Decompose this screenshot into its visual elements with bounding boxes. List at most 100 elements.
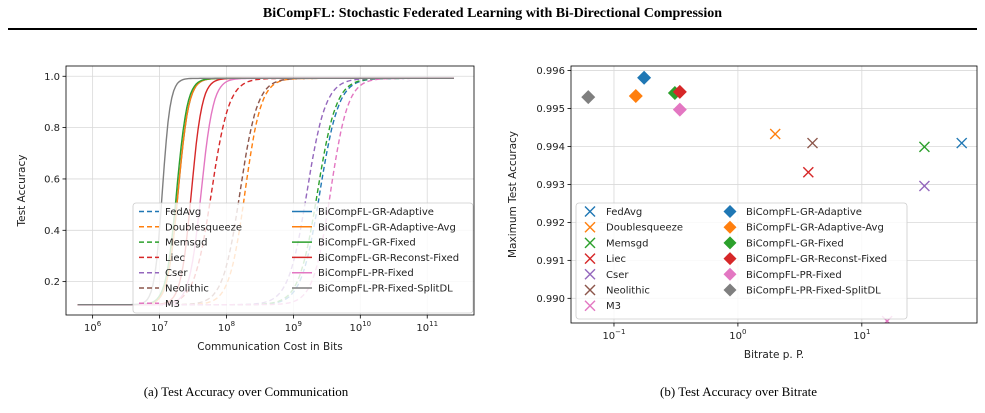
scatter-point bbox=[672, 84, 687, 99]
x-tick-label: 106 bbox=[84, 320, 102, 334]
legend-swatch bbox=[584, 253, 596, 265]
legend-label: Doublesqueeze bbox=[165, 222, 242, 233]
y-tick-label: 0.993 bbox=[536, 180, 565, 191]
scatter-point bbox=[637, 70, 652, 85]
scatter-point bbox=[581, 90, 596, 105]
legend-item: BiCompFL-GR-Adaptive-Avg bbox=[292, 222, 456, 233]
x-axis-label: Communication Cost in Bits bbox=[197, 341, 342, 353]
legend-swatch bbox=[584, 300, 596, 312]
legend-item: BiCompFL-GR-Adaptive bbox=[292, 207, 434, 218]
y-tick-label: 0.994 bbox=[536, 142, 565, 153]
legend: FedAvg Doublesqueeze Memsgd Liec Cser Neolith… bbox=[132, 202, 474, 314]
legend-label: FedAvg bbox=[606, 207, 642, 218]
legend-label: Cser bbox=[165, 268, 188, 279]
title-rule bbox=[8, 28, 977, 30]
legend-item: BiCompFL-GR-Fixed bbox=[292, 238, 416, 249]
scatter-point bbox=[918, 180, 930, 192]
legend-item: Cser bbox=[584, 268, 629, 281]
legend-box bbox=[575, 202, 908, 320]
legend-label: Memsgd bbox=[165, 238, 207, 249]
legend-item: BiCompFL-GR-Adaptive bbox=[723, 205, 862, 218]
axes-frame bbox=[570, 65, 978, 324]
legend-label: BiCompFL-GR-Adaptive-Avg bbox=[318, 222, 456, 233]
axes-frame bbox=[65, 65, 475, 316]
legend-label: BiCompFL-PR-Fixed-SplitDL bbox=[318, 284, 453, 295]
legend: FedAvg Doublesqueeze Memsgd Liec Cser Neolith… bbox=[575, 202, 908, 320]
legend-swatch bbox=[723, 220, 737, 234]
x-tick-label: 1010 bbox=[349, 320, 371, 334]
legend-item: FedAvg bbox=[139, 207, 201, 218]
y-tick-label: 0.991 bbox=[536, 256, 565, 267]
x-tick-label: 108 bbox=[218, 320, 235, 334]
legend-swatch bbox=[723, 267, 737, 281]
legend-item: M3 bbox=[584, 300, 621, 312]
x-tick-label: 109 bbox=[285, 320, 302, 334]
y-tick-label: 0.6 bbox=[44, 174, 60, 185]
legend-item: Neolithic bbox=[139, 284, 209, 295]
legend-item: BiCompFL-PR-Fixed bbox=[292, 268, 414, 279]
legend-label: Doublesqueeze bbox=[606, 223, 683, 234]
y-tick-label: 0.990 bbox=[536, 294, 565, 305]
legend-item: BiCompFL-PR-Fixed-SplitDL bbox=[723, 283, 881, 297]
caption-communication: (a) Test Accuracy over Communication bbox=[143, 384, 349, 399]
y-tick-label: 1.0 bbox=[44, 72, 60, 83]
legend-item: Doublesqueeze bbox=[584, 221, 683, 234]
legend-item: Liec bbox=[139, 253, 185, 264]
y-axis-label: Test Accuracy bbox=[16, 155, 28, 228]
legend-label: M3 bbox=[165, 299, 180, 310]
legend-label: BiCompFL-GR-Adaptive bbox=[746, 207, 862, 218]
legend-label: BiCompFL-GR-Reconst-Fixed bbox=[746, 254, 887, 265]
x-tick-label: 100 bbox=[729, 328, 746, 342]
legend-item: BiCompFL-GR-Reconst-Fixed bbox=[292, 253, 459, 264]
legend-item: BiCompFL-GR-Fixed bbox=[723, 236, 844, 250]
y-tick-label: 0.992 bbox=[536, 218, 565, 229]
x-tick-label: 101 bbox=[853, 328, 870, 342]
legend-swatch bbox=[723, 283, 737, 297]
y-tick-label: 0.996 bbox=[536, 66, 565, 77]
x-axis-label: Bitrate p. P. bbox=[744, 349, 804, 361]
legend-swatch bbox=[723, 252, 737, 266]
y-tick-label: 0.8 bbox=[44, 123, 60, 134]
y-tick-label: 0.4 bbox=[44, 226, 60, 237]
scatter-point bbox=[918, 141, 930, 153]
legend-label: BiCompFL-GR-Reconst-Fixed bbox=[318, 253, 459, 264]
legend-item: BiCompFL-PR-Fixed-SplitDL bbox=[292, 284, 453, 295]
legend-item: BiCompFL-GR-Reconst-Fixed bbox=[723, 252, 887, 266]
legend-swatch bbox=[723, 236, 737, 250]
chart-communication: 106 107 108 109 1010 1011 0.2 0.4 0.6 0.8 1.0 Commu… bbox=[16, 65, 475, 353]
legend-item: Doublesqueeze bbox=[139, 222, 242, 233]
x-tick-label: 10−1 bbox=[602, 328, 625, 342]
y-axis-label: Maximum Test Accuracy bbox=[507, 131, 519, 258]
legend-label: BiCompFL-GR-Adaptive-Avg bbox=[746, 223, 884, 234]
legend-label: Neolithic bbox=[606, 286, 650, 297]
legend-item: Cser bbox=[139, 268, 188, 279]
scatter-point bbox=[807, 137, 819, 149]
legend-label: BiCompFL-GR-Adaptive bbox=[318, 207, 434, 218]
caption-bitrate: (b) Test Accuracy over Bitrate bbox=[660, 384, 817, 399]
legend-label: FedAvg bbox=[165, 207, 201, 218]
legend-label: Liec bbox=[606, 254, 626, 265]
page-title: BiCompFL: Stochastic Federated Learning … bbox=[262, 6, 723, 21]
legend-swatch bbox=[584, 237, 596, 249]
legend-item: FedAvg bbox=[584, 206, 642, 218]
legend-label: Cser bbox=[606, 270, 629, 281]
legend-swatch bbox=[584, 268, 596, 280]
scatter-point bbox=[802, 166, 814, 178]
chart-bitrate: 10−1 100 101 0.990 0.991 0.992 0.993 0.994 0.995… bbox=[507, 65, 978, 361]
scatter-point bbox=[769, 128, 781, 140]
legend-item: Memsgd bbox=[139, 238, 207, 249]
legend-label: BiCompFL-PR-Fixed bbox=[318, 268, 414, 279]
legend-label: M3 bbox=[606, 301, 621, 312]
legend-label: Neolithic bbox=[165, 284, 209, 295]
y-tick-label: 0.995 bbox=[536, 104, 565, 115]
legend-label: BiCompFL-GR-Fixed bbox=[746, 238, 844, 249]
y-tick-label: 0.2 bbox=[44, 277, 60, 288]
legend-swatch bbox=[584, 221, 596, 233]
legend-label: Liec bbox=[165, 253, 185, 264]
legend-swatch bbox=[584, 284, 596, 296]
x-tick-label: 1011 bbox=[416, 320, 438, 334]
x-tick-label: 107 bbox=[151, 320, 168, 334]
legend-swatch bbox=[723, 205, 737, 218]
scatter-point bbox=[672, 102, 687, 117]
legend-label: BiCompFL-GR-Fixed bbox=[318, 238, 416, 249]
